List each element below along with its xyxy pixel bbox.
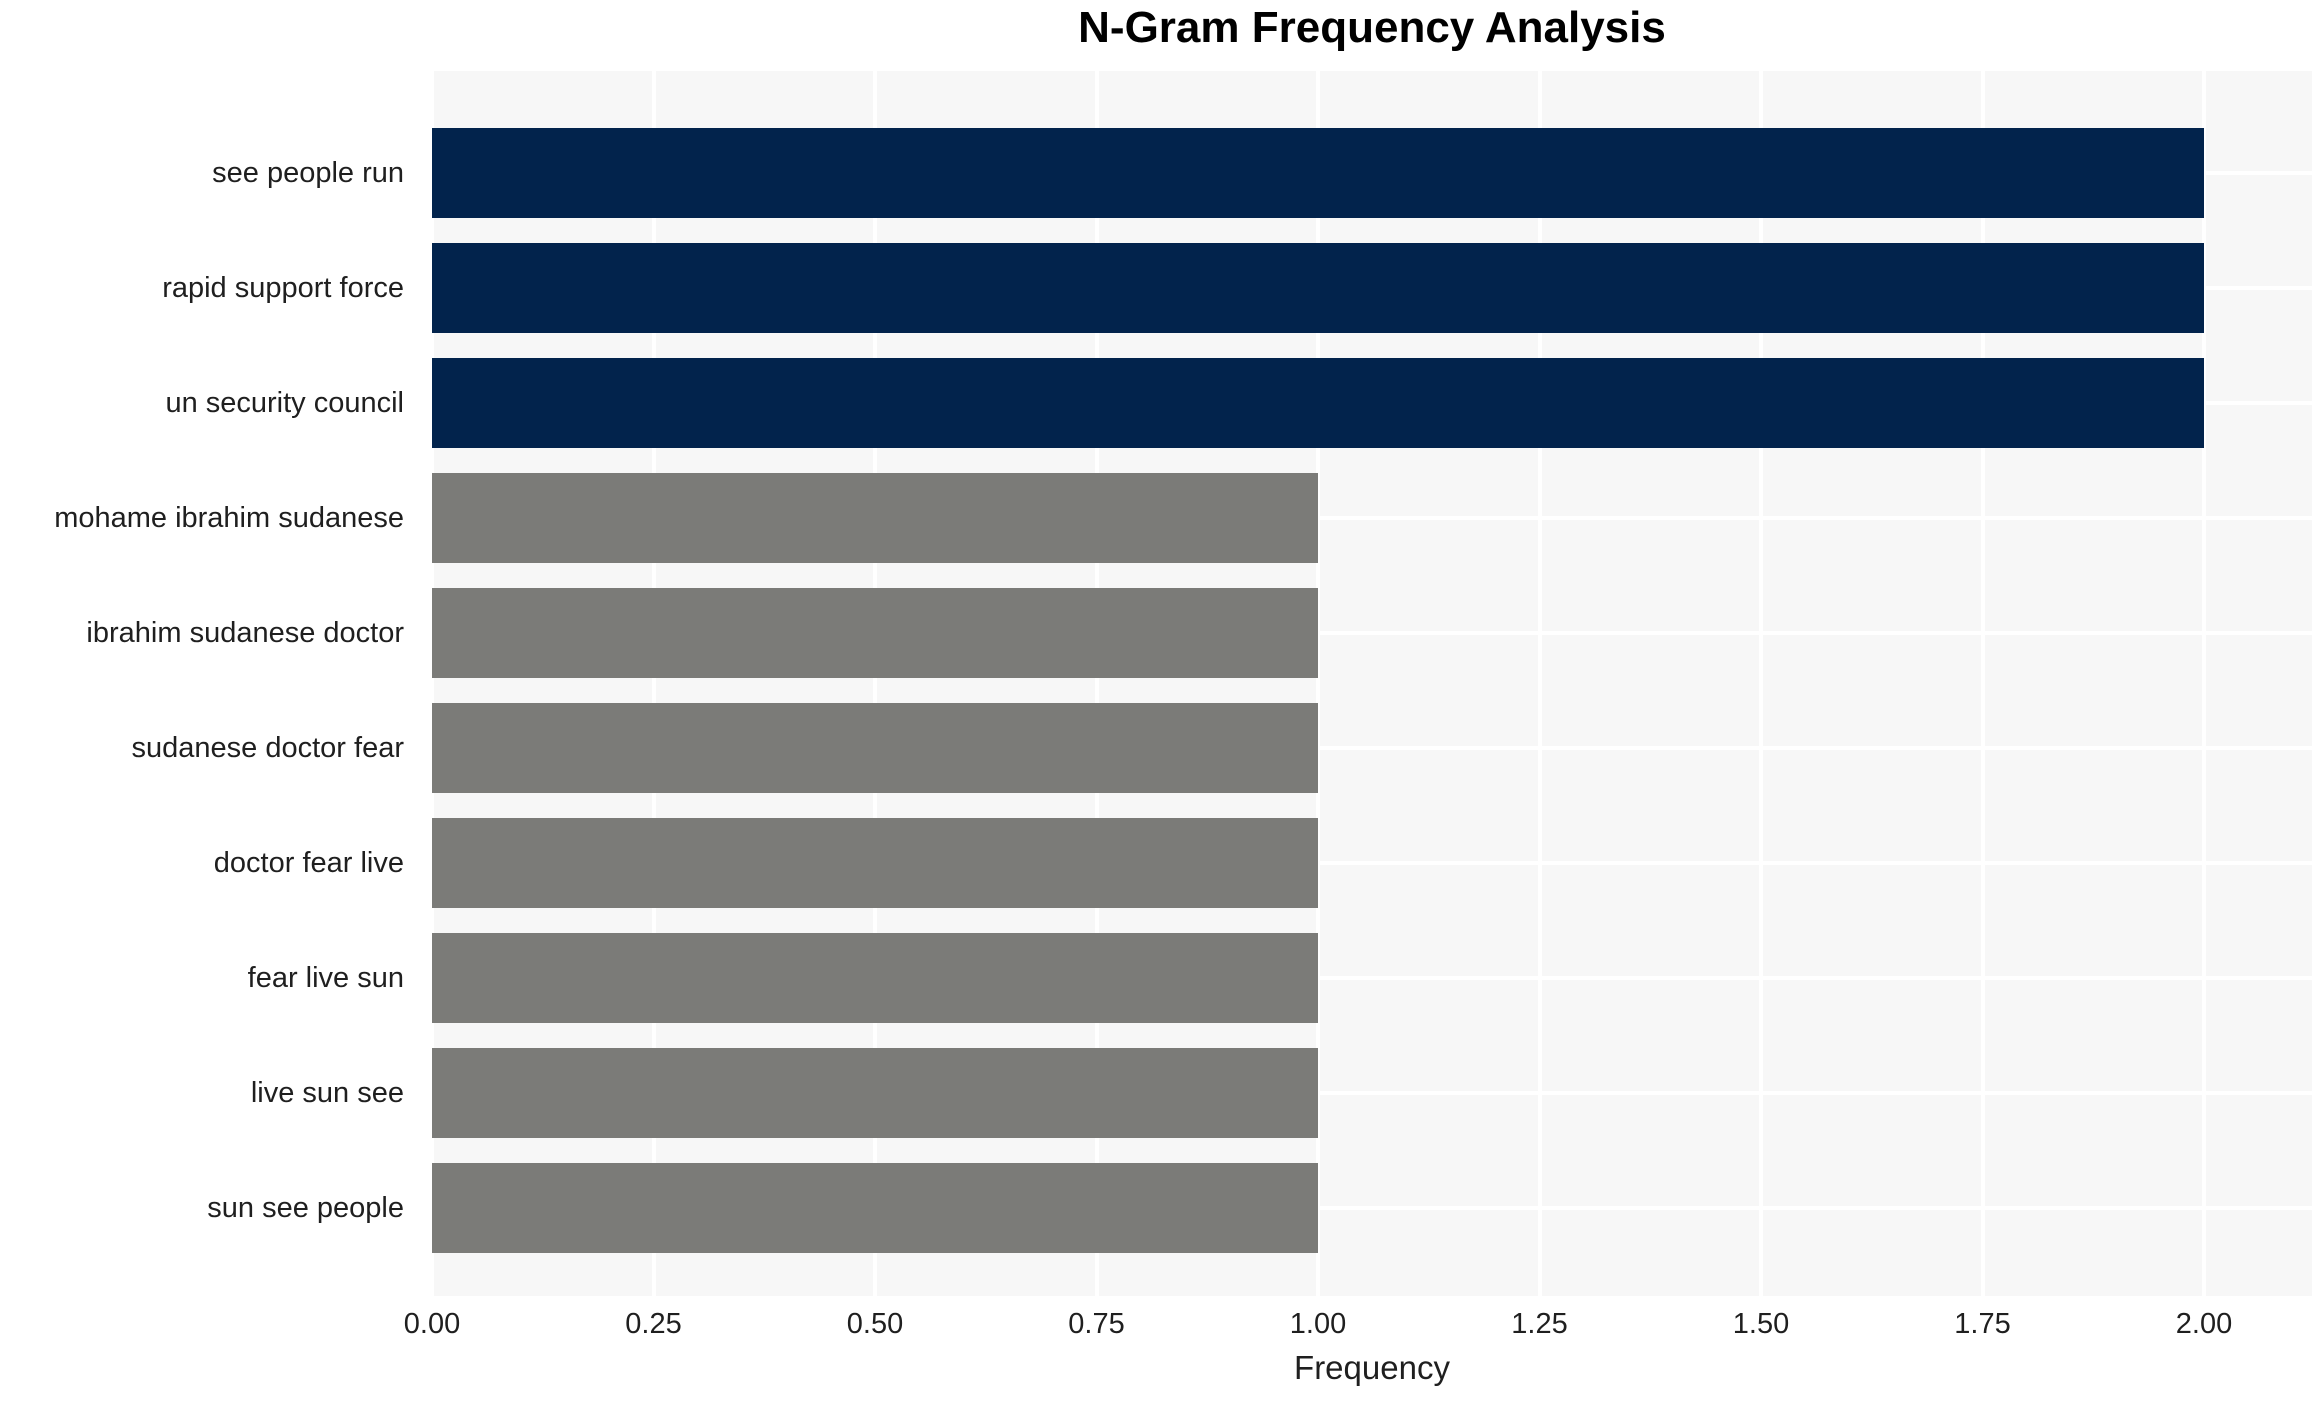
x-tick-label: 0.75 <box>1068 1308 1125 1340</box>
bar <box>432 473 1318 563</box>
bar <box>432 358 2204 448</box>
gridline-vertical <box>1537 71 1542 1296</box>
bar <box>432 243 2204 333</box>
bar <box>432 1163 1318 1253</box>
y-tick-label: un security council <box>165 387 404 419</box>
bar <box>432 933 1318 1023</box>
gridline-vertical <box>1316 71 1320 1296</box>
gridline-horizontal <box>432 861 2312 865</box>
y-tick-label: see people run <box>212 157 404 189</box>
gridline-vertical <box>432 71 434 1296</box>
bar <box>432 703 1318 793</box>
x-tick-label: 1.50 <box>1732 1308 1790 1340</box>
gridline-horizontal <box>432 516 2312 520</box>
x-tick-label: 0.25 <box>625 1308 682 1340</box>
y-tick-label: sudanese doctor fear <box>131 732 404 764</box>
y-tick-label: live sun see <box>250 1077 404 1109</box>
bar <box>432 1048 1318 1138</box>
gridline-vertical <box>1094 71 1099 1296</box>
gridline-vertical <box>1980 71 1985 1296</box>
x-tick-label: 0.50 <box>846 1308 904 1340</box>
x-axis-label: Frequency <box>1294 1349 1450 1386</box>
gridline-horizontal <box>432 1206 2312 1210</box>
x-tick-label: 0.00 <box>403 1308 461 1340</box>
y-tick-label: doctor fear live <box>213 847 404 879</box>
y-tick-label: rapid support force <box>162 272 404 304</box>
gridline-vertical <box>2202 71 2206 1296</box>
gridline-vertical <box>1759 71 1763 1296</box>
gridline-vertical <box>651 71 656 1296</box>
x-tick-label: 2.00 <box>2175 1308 2233 1340</box>
bar <box>432 818 1318 908</box>
y-tick-label: fear live sun <box>247 962 404 994</box>
gridline-vertical <box>873 71 877 1296</box>
x-tick-label: 1.25 <box>1511 1308 1568 1340</box>
plot-area <box>432 71 2312 1296</box>
gridline-horizontal <box>432 631 2312 635</box>
gridline-horizontal <box>432 976 2312 980</box>
gridline-horizontal <box>432 1091 2312 1095</box>
x-tick-label: 1.75 <box>1954 1308 2011 1340</box>
x-tick-label: 1.00 <box>1289 1308 1347 1340</box>
chart-title: N-Gram Frequency Analysis <box>1078 3 1666 52</box>
bar <box>432 588 1318 678</box>
y-tick-label: ibrahim sudanese doctor <box>86 617 404 649</box>
y-tick-label: mohame ibrahim sudanese <box>54 502 404 534</box>
bar <box>432 128 2204 218</box>
y-tick-label: sun see people <box>207 1192 404 1224</box>
gridline-horizontal <box>432 746 2312 750</box>
